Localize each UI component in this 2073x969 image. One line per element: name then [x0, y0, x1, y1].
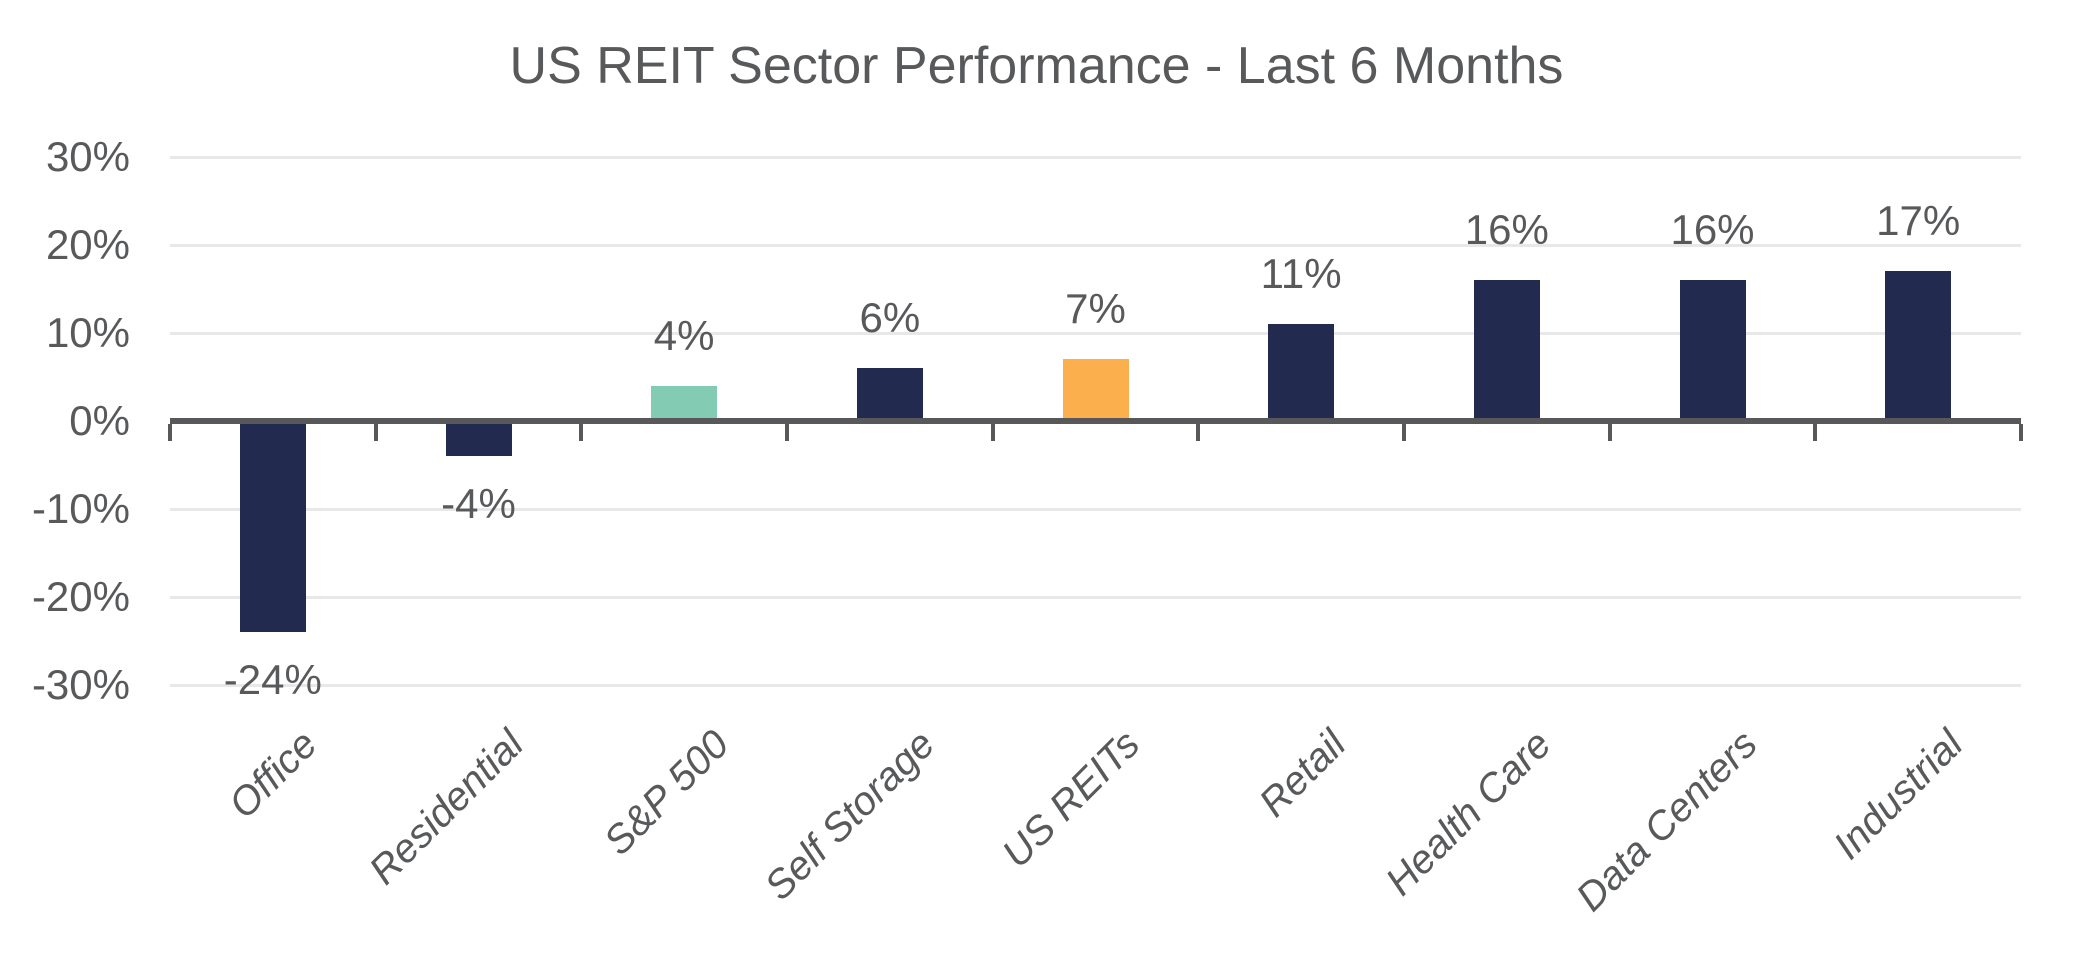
x-axis-tick-8 — [1813, 424, 1818, 441]
bar-office — [239, 421, 306, 633]
x-axis-tick-4 — [990, 424, 995, 441]
x-axis-tick-3 — [785, 424, 789, 441]
gridline-20 — [170, 244, 2021, 247]
bar-retail — [1268, 324, 1335, 421]
bar-self-storage — [856, 368, 923, 421]
gridline-30 — [170, 156, 2021, 159]
x-axis-label-data-centers: Data Centers — [1567, 722, 1766, 920]
value-label-residential: -4% — [441, 480, 516, 528]
gridline-20 — [170, 596, 2021, 599]
x-axis-tick-6 — [1402, 424, 1406, 441]
x-axis-tick-9 — [2019, 424, 2023, 441]
gridline-30 — [170, 684, 2021, 687]
x-axis-tick-0 — [168, 424, 172, 441]
x-axis-label-residential: Residential — [360, 722, 532, 894]
bar-health-care — [1473, 280, 1540, 421]
value-label-retail: 11% — [1260, 250, 1342, 298]
bar-data-centers — [1679, 280, 1746, 421]
value-label-health-care: 16% — [1464, 206, 1549, 254]
value-label-office: -24% — [223, 656, 322, 704]
y-axis-label-30: -30% — [31, 661, 130, 708]
bar-residential — [445, 421, 512, 457]
value-label-data-centers: 16% — [1670, 206, 1755, 254]
x-axis-label-s-p-500: S&P 500 — [595, 722, 738, 864]
y-axis-label-10: 10% — [45, 309, 130, 356]
x-axis-line — [170, 418, 2021, 424]
bar-industrial — [1885, 271, 1952, 421]
y-axis-label-30: 30% — [45, 133, 130, 180]
y-axis-label-20: -20% — [31, 573, 130, 620]
x-axis-tick-2 — [579, 424, 584, 441]
x-axis-label-retail: Retail — [1250, 722, 1355, 826]
y-axis-label-20: 20% — [45, 221, 130, 268]
value-label-self-storage: 6% — [859, 294, 921, 342]
y-axis-label-10: -10% — [31, 485, 130, 532]
y-axis-label-0: 0% — [69, 397, 130, 444]
x-axis-label-self-storage: Self Storage — [756, 722, 943, 909]
x-axis-label-industrial: Industrial — [1825, 722, 1972, 868]
x-axis-tick-1 — [373, 424, 378, 441]
x-axis-label-health-care: Health Care — [1377, 722, 1560, 905]
value-label-us-reits: 7% — [1065, 285, 1126, 333]
x-axis-tick-5 — [1196, 424, 1201, 441]
x-axis-label-office: Office — [220, 722, 326, 827]
gridline-10 — [170, 332, 2021, 335]
chart-title: US REIT Sector Performance - Last 6 Mont… — [509, 37, 1564, 95]
value-label-s-p-500: 4% — [653, 311, 715, 359]
value-label-industrial: 17% — [1876, 197, 1961, 245]
x-axis-label-us-reits: US REITs — [994, 722, 1149, 877]
x-axis-tick-7 — [1607, 424, 1612, 441]
bar-us-reits — [1062, 359, 1129, 421]
bar-s-p-500 — [651, 385, 718, 421]
gridline-10 — [170, 508, 2021, 511]
